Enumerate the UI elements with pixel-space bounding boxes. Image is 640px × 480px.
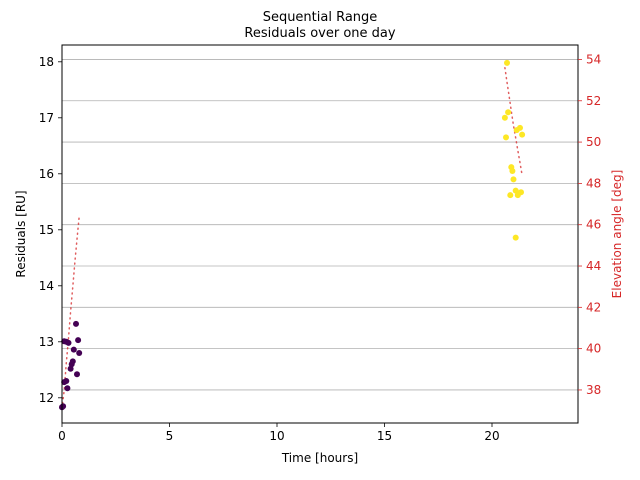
y2-tick-label: 54 bbox=[586, 52, 601, 66]
y2-tick-label: 50 bbox=[586, 135, 601, 149]
y-tick-label: 13 bbox=[39, 335, 54, 349]
residual-point bbox=[505, 109, 512, 116]
y2-tick-label: 48 bbox=[586, 176, 601, 190]
residual-point bbox=[75, 337, 82, 344]
residual-points-layer bbox=[59, 59, 526, 411]
elevation-layer bbox=[61, 66, 523, 410]
residual-point bbox=[76, 350, 83, 356]
chart-subtitle: Residuals over one day bbox=[244, 26, 395, 41]
residual-point bbox=[512, 234, 519, 241]
residual-point bbox=[65, 339, 72, 346]
elevation-pass-2-line bbox=[504, 66, 523, 176]
y-tick-label: 15 bbox=[39, 223, 54, 237]
y2-tick-label: 44 bbox=[586, 259, 601, 273]
y2-tick-label: 38 bbox=[586, 383, 601, 397]
residual-point bbox=[63, 378, 70, 384]
y-tick-label: 16 bbox=[39, 167, 54, 181]
x-tick-label: 0 bbox=[58, 429, 66, 443]
residual-point bbox=[60, 403, 67, 410]
y2-tick-label: 52 bbox=[586, 94, 601, 108]
y-tick-label: 14 bbox=[39, 279, 54, 293]
x-tick-label: 20 bbox=[484, 429, 499, 443]
residual-point bbox=[512, 187, 519, 194]
y-tick-label: 17 bbox=[39, 111, 54, 125]
x-tick-label: 15 bbox=[377, 429, 392, 443]
y2-tick-label: 46 bbox=[586, 218, 601, 232]
residual-point bbox=[517, 124, 523, 131]
x-tick-label: 5 bbox=[166, 429, 174, 443]
y-tick-label: 12 bbox=[39, 391, 54, 405]
x-axis: 0 5 10 15 20 bbox=[58, 423, 500, 443]
plot-frame bbox=[61, 44, 579, 424]
residual-point bbox=[69, 358, 76, 365]
residual-point bbox=[519, 131, 526, 138]
x-tick-label: 10 bbox=[269, 429, 284, 443]
residual-point bbox=[507, 192, 514, 199]
residual-point bbox=[74, 371, 80, 378]
residual-point bbox=[518, 189, 524, 196]
x-axis-title: Time [hours] bbox=[281, 451, 358, 465]
residual-point bbox=[501, 114, 508, 121]
residual-point bbox=[64, 385, 71, 392]
residual-point bbox=[73, 320, 79, 327]
y-axis-left: 12 13 14 15 16 17 18 bbox=[39, 55, 62, 405]
residual-point bbox=[509, 168, 516, 174]
y2-tick-label: 42 bbox=[586, 300, 601, 314]
y2-axis-title: Elevation angle [deg] bbox=[610, 170, 624, 299]
y-tick-label: 18 bbox=[39, 55, 54, 69]
chart-title: Sequential Range bbox=[263, 10, 378, 25]
residual-point bbox=[504, 59, 510, 66]
residual-point bbox=[503, 134, 509, 141]
y2-tick-label: 40 bbox=[586, 342, 601, 356]
y-axis-title: Residuals [RU] bbox=[14, 190, 28, 277]
residual-point bbox=[510, 176, 517, 183]
grid-layer bbox=[62, 59, 578, 391]
residual-point bbox=[70, 346, 77, 353]
y-axis-right: 38 40 42 44 46 48 50 52 54 bbox=[578, 52, 601, 397]
residual-point bbox=[67, 365, 74, 372]
